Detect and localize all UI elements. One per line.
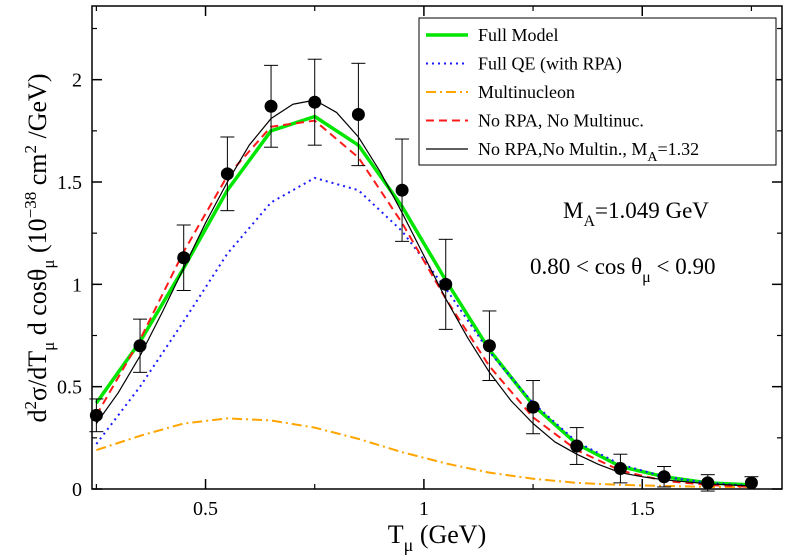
legend-label-3: No RPA, No Multinuc. bbox=[478, 111, 644, 131]
annotation-ma: MA=1.049 GeV bbox=[563, 198, 709, 230]
x-tick-label: 0.5 bbox=[193, 498, 218, 520]
y-tick-label: 1 bbox=[72, 274, 82, 296]
series-line-3 bbox=[95, 119, 752, 488]
axis-ticks: 0.5 1 1.5 0 0.5 1 1.5 2 bbox=[57, 6, 782, 520]
legend-label-1: Full QE (with RPA) bbox=[478, 54, 622, 75]
series-layer bbox=[94, 99, 752, 488]
y-tick-label: 0.5 bbox=[57, 377, 82, 399]
x-axis-title-tail: (GeV) bbox=[413, 520, 486, 549]
data-point bbox=[744, 476, 758, 490]
legend-label-2: Multinucleon bbox=[478, 82, 575, 102]
y-axis-title-part: /GeV) bbox=[23, 73, 52, 144]
y-tick-label: 1.5 bbox=[57, 172, 82, 194]
legend-label-4: No RPA,No Multin., MA=1.32 bbox=[478, 139, 699, 165]
data-point bbox=[482, 339, 496, 353]
x-axis-title: Tμ (GeV) bbox=[388, 520, 486, 555]
data-point bbox=[264, 99, 278, 113]
y-tick-label: 2 bbox=[72, 70, 82, 92]
y-axis-title-part: −38 bbox=[21, 192, 40, 219]
annotation-cos-range: 0.80 < cos θμ < 0.90 bbox=[530, 254, 715, 286]
y-axis-title: d2σ/dTμ d cosθμ (10−38 cm2 /GeV) bbox=[21, 73, 58, 422]
annotation-cos-sub: μ bbox=[642, 269, 651, 286]
y-axis-title-part: 2 bbox=[21, 145, 40, 154]
data-point bbox=[351, 107, 365, 121]
annotation-ma-sub: A bbox=[583, 213, 595, 230]
y-axis-title-part: d cosθ bbox=[23, 269, 52, 342]
data-point bbox=[613, 462, 627, 476]
data-point bbox=[395, 183, 409, 197]
annotation-ma-tail: =1.049 GeV bbox=[595, 198, 709, 223]
y-axis-title-part: σ/dT bbox=[23, 351, 52, 401]
x-axis-title-sub: μ bbox=[404, 535, 414, 555]
data-point bbox=[526, 400, 540, 414]
x-axis-title-main: T bbox=[388, 520, 404, 549]
legend-label-sub: A bbox=[647, 150, 658, 165]
legend-label-main: No RPA,No Multin., M bbox=[478, 139, 647, 159]
y-axis-title-part: 2 bbox=[21, 401, 40, 410]
data-point bbox=[220, 167, 234, 181]
y-axis-title-part: μ bbox=[39, 260, 58, 269]
series-line-4 bbox=[95, 99, 752, 487]
data-point bbox=[177, 251, 191, 265]
y-axis-title-part: (10 bbox=[23, 218, 52, 259]
annotation-ma-main: M bbox=[563, 198, 583, 223]
plot-frame bbox=[91, 5, 783, 490]
annotation-cos-tail: < 0.90 bbox=[651, 254, 716, 279]
legend: Full Model Full QE (with RPA) Multinucleon… bbox=[418, 17, 777, 166]
y-axis-title-part: cm bbox=[23, 153, 52, 191]
data-point bbox=[308, 95, 322, 109]
y-axis-title-part: d bbox=[23, 410, 52, 423]
annotation-cos-main: 0.80 < cos θ bbox=[530, 254, 642, 279]
x-tick-label: 1 bbox=[419, 498, 429, 520]
data-point bbox=[133, 339, 147, 353]
data-point bbox=[570, 439, 584, 453]
legend-box bbox=[418, 17, 777, 166]
series-line-0 bbox=[94, 114, 752, 487]
data-points-layer bbox=[89, 58, 759, 492]
data-point bbox=[89, 408, 103, 422]
legend-label-0: Full Model bbox=[478, 25, 559, 45]
x-tick-label: 1.5 bbox=[630, 498, 655, 520]
data-point bbox=[657, 470, 671, 484]
data-point bbox=[439, 277, 453, 291]
legend-label-tail: =1.32 bbox=[658, 139, 700, 159]
y-axis-title-part: μ bbox=[39, 342, 58, 351]
y-tick-label: 0 bbox=[72, 479, 82, 501]
data-point bbox=[701, 476, 715, 490]
